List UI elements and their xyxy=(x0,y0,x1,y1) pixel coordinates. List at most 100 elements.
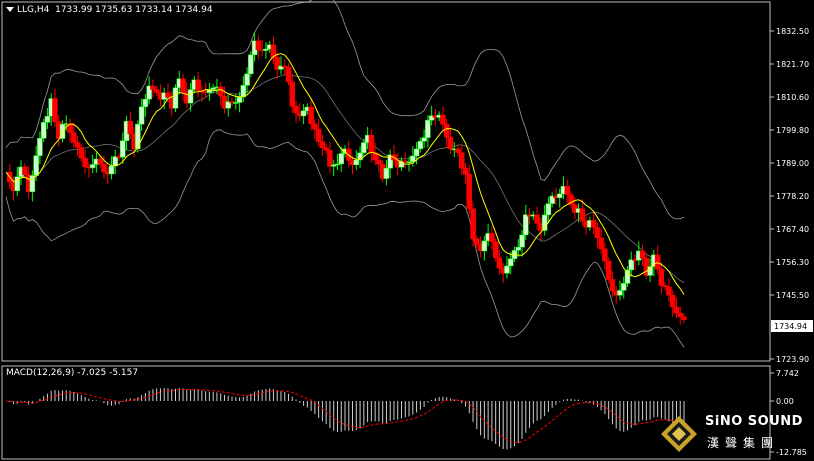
bollinger-band-line xyxy=(5,0,685,220)
candle-body xyxy=(135,123,141,150)
candle-body xyxy=(549,195,555,204)
candle-body xyxy=(281,65,288,68)
candle-body xyxy=(150,85,156,90)
candle-body xyxy=(74,142,81,148)
candle-body xyxy=(293,105,299,114)
candle-body xyxy=(270,44,277,58)
candle-body xyxy=(255,40,262,50)
candle-body xyxy=(504,265,510,274)
candle-body xyxy=(681,316,687,320)
candle-body xyxy=(210,87,216,90)
candle-body xyxy=(474,238,480,245)
candle-body xyxy=(334,163,341,166)
candle-body xyxy=(120,140,126,158)
candle-body xyxy=(647,266,653,276)
candle-body xyxy=(263,48,269,51)
chart-header: LLG,H4 1733.99 1735.63 1733.14 1734.94 xyxy=(6,5,213,15)
candle-body xyxy=(71,132,77,143)
candle-body xyxy=(289,81,296,107)
candle-body xyxy=(217,86,224,97)
logo-chinese: 漢聲集團 xyxy=(707,436,780,450)
candle-body xyxy=(564,185,570,196)
candle-body xyxy=(387,154,393,169)
candle-body xyxy=(654,254,661,270)
candle-body xyxy=(677,312,683,317)
candle-body xyxy=(59,123,66,139)
price-tick-label: 1789.00 xyxy=(776,159,809,168)
candle-body xyxy=(330,164,337,167)
candle-body xyxy=(662,285,668,287)
candle-body xyxy=(620,283,627,291)
candle-body xyxy=(455,148,461,153)
candle-body xyxy=(319,141,326,148)
price-tick-label: 1799.80 xyxy=(776,126,809,135)
candle-body xyxy=(523,214,529,236)
candle-body xyxy=(312,123,318,130)
candle-body xyxy=(315,128,322,142)
candle-body xyxy=(459,152,465,169)
collapse-arrow-icon[interactable] xyxy=(6,7,14,12)
candle-body xyxy=(579,208,586,222)
candle-body xyxy=(29,175,36,192)
symbol-label: LLG,H4 xyxy=(17,5,50,15)
logo-name: SiNO SOUND xyxy=(705,414,803,429)
current-price-label: 1734.94 xyxy=(774,322,807,331)
candle-body xyxy=(515,246,522,251)
candle-body xyxy=(146,85,152,100)
candle-body xyxy=(244,73,250,86)
candle-body xyxy=(590,220,597,228)
candle-body xyxy=(443,123,450,138)
candle-body xyxy=(447,137,454,150)
candle-body xyxy=(666,286,672,296)
candle-body xyxy=(361,142,367,154)
ohlc-values: 1733.99 1735.63 1733.14 1734.94 xyxy=(55,5,213,15)
candle-body xyxy=(187,89,194,104)
candle-body xyxy=(605,260,612,280)
moving-average-line xyxy=(5,53,685,295)
candle-body xyxy=(233,102,239,104)
candle-body xyxy=(428,115,435,121)
candle-body xyxy=(108,165,115,175)
candle-body xyxy=(97,158,103,165)
candle-body xyxy=(165,92,171,98)
candle-body xyxy=(44,116,51,123)
candle-body xyxy=(470,208,476,240)
candle-body xyxy=(229,101,235,104)
candle-body xyxy=(40,122,47,139)
candle-body xyxy=(413,148,420,157)
price-pane-frame xyxy=(1,1,771,362)
candle-body xyxy=(22,166,28,175)
candle-body xyxy=(481,240,488,252)
candle-body xyxy=(278,65,284,70)
candle-body xyxy=(323,147,329,151)
candle-body xyxy=(172,87,179,109)
candle-body xyxy=(138,106,145,125)
candle-body xyxy=(534,214,540,224)
candle-body xyxy=(101,163,107,173)
candle-body xyxy=(82,157,88,167)
macd-tick-label: 7.742 xyxy=(776,369,799,378)
candle-body xyxy=(507,258,514,267)
candle-body xyxy=(353,159,360,166)
candle-body xyxy=(225,101,231,109)
candle-body xyxy=(496,257,503,269)
bollinger-band-line xyxy=(5,129,685,348)
candle-body xyxy=(14,176,21,192)
candle-body xyxy=(673,306,680,314)
price-tick-label: 1767.40 xyxy=(776,225,809,234)
candle-body xyxy=(556,193,563,199)
candle-body xyxy=(52,98,58,122)
candle-body xyxy=(402,160,409,163)
logo-emblem-icon xyxy=(661,416,697,452)
candle-body xyxy=(368,134,375,153)
candle-body xyxy=(236,96,243,103)
candle-body xyxy=(240,85,247,98)
candle-body xyxy=(180,78,186,92)
candle-body xyxy=(417,141,424,150)
candle-body xyxy=(421,137,427,142)
candle-body xyxy=(142,98,149,108)
candle-body xyxy=(383,167,390,179)
brand-logo: SiNO SOUND 漢聲集團 xyxy=(655,412,805,458)
candle-body xyxy=(127,120,134,135)
